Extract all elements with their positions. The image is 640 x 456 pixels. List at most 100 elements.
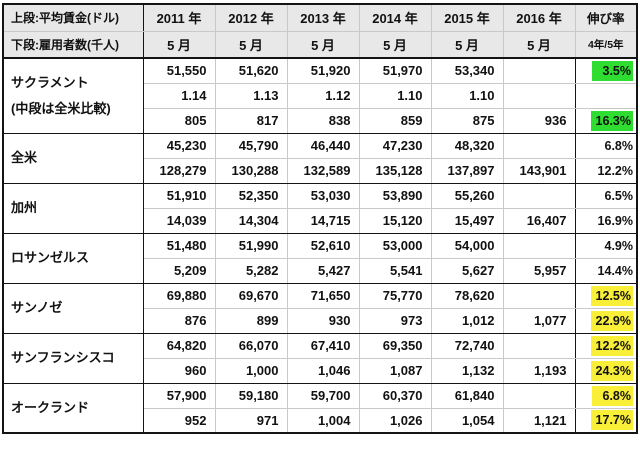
ratio-value-cell: 1.10 (430, 82, 504, 109)
growth-rate-header: 伸び率 (574, 3, 638, 32)
growth-highlight-yellow: 17.7% (590, 410, 633, 431)
growth-highlight-yellow: 6.8% (592, 385, 633, 406)
wage-value-cell: 51,620 (214, 57, 288, 84)
wage-value-cell: 53,000 (358, 232, 432, 259)
growth-value-cell: 14.4% (574, 257, 638, 284)
employment-value-cell: 1,004 (286, 407, 360, 434)
employment-value-cell: 936 (502, 107, 576, 134)
wage-value-cell: 69,350 (358, 332, 432, 359)
wage-value-cell: 45,790 (214, 132, 288, 159)
wage-value-cell: 69,880 (142, 282, 216, 309)
employment-value-cell: 1,077 (502, 307, 576, 334)
growth-value-cell: 6.8% (574, 382, 638, 409)
employment-value-cell: 960 (142, 357, 216, 384)
ratio-value-cell: 1.10 (358, 82, 432, 109)
wage-value-cell (502, 282, 576, 309)
growth-value-cell: 6.8% (574, 132, 638, 159)
wage-value-cell (502, 232, 576, 259)
wage-value-cell: 53,890 (358, 182, 432, 209)
growth-highlight-yellow: 12.2% (590, 335, 633, 356)
wage-value-cell: 47,230 (358, 132, 432, 159)
growth-value-cell: 22.9% (574, 307, 638, 334)
year-header: 2016 年 (502, 3, 576, 32)
employment-value-cell: 15,497 (430, 207, 504, 234)
employment-value-cell: 1,132 (430, 357, 504, 384)
region-label-text: 加州 (11, 200, 38, 215)
wage-value-cell: 51,920 (286, 57, 360, 84)
wage-value-cell: 60,370 (358, 382, 432, 409)
wage-value-cell: 61,840 (430, 382, 504, 409)
growth-plain: 4.9% (604, 238, 634, 253)
wage-value-cell: 48,320 (430, 132, 504, 159)
wage-value-cell (502, 57, 576, 84)
employment-value-cell: 859 (358, 107, 432, 134)
wage-value-cell: 52,610 (286, 232, 360, 259)
employment-value-cell: 971 (214, 407, 288, 434)
year-header: 2014 年 (358, 3, 432, 32)
region-label-oakland: オークランド (2, 382, 144, 434)
growth-value-cell: 6.5% (574, 182, 638, 209)
region-label-us: 全米 (2, 132, 144, 184)
wage-employment-table: 上段:平均賃金(ドル) 2011 年 2012 年 2013 年 2014 年 … (2, 3, 638, 434)
month-header: 5 月 (142, 30, 216, 59)
ratio-value-cell: 1.14 (142, 82, 216, 109)
wage-value-cell (502, 132, 576, 159)
wage-value-cell: 78,620 (430, 282, 504, 309)
employment-value-cell: 1,087 (358, 357, 432, 384)
year-header: 2011 年 (142, 3, 216, 32)
employment-value-cell: 875 (430, 107, 504, 134)
employment-value-cell: 5,209 (142, 257, 216, 284)
employment-value-cell: 1,054 (430, 407, 504, 434)
employment-value-cell: 817 (214, 107, 288, 134)
year-header: 2012 年 (214, 3, 288, 32)
employment-value-cell: 5,627 (430, 257, 504, 284)
wage-value-cell (502, 332, 576, 359)
employment-value-cell: 1,000 (214, 357, 288, 384)
unit-label-wage: 上段:平均賃金(ドル) (2, 3, 144, 32)
month-header: 5 月 (502, 30, 576, 59)
employment-value-cell: 128,279 (142, 157, 216, 184)
employment-value-cell: 930 (286, 307, 360, 334)
growth-highlight-green: 16.3% (590, 110, 633, 131)
employment-value-cell: 1,012 (430, 307, 504, 334)
growth-value-cell: 16.9% (574, 207, 638, 234)
wage-value-cell: 51,910 (142, 182, 216, 209)
growth-highlight-green: 3.5% (592, 60, 633, 81)
employment-value-cell: 130,288 (214, 157, 288, 184)
employment-value-cell: 135,128 (358, 157, 432, 184)
region-label-sanjose: サンノゼ (2, 282, 144, 334)
region-label-text: オークランド (11, 399, 90, 415)
wage-value-cell: 64,820 (142, 332, 216, 359)
growth-value-cell: 12.5% (574, 282, 638, 309)
wage-value-cell: 46,440 (286, 132, 360, 159)
growth-plain: 12.2% (597, 163, 633, 178)
region-label-text: サンノゼ (11, 300, 63, 315)
wage-value-cell: 69,670 (214, 282, 288, 309)
employment-value-cell: 5,427 (286, 257, 360, 284)
employment-value-cell: 899 (214, 307, 288, 334)
employment-value-cell: 1,026 (358, 407, 432, 434)
region-label-sanfrancisco: サンフランシスコ (2, 332, 144, 384)
month-header: 5 月 (214, 30, 288, 59)
wage-value-cell: 55,260 (430, 182, 504, 209)
wage-value-cell: 57,900 (142, 382, 216, 409)
employment-value-cell: 14,304 (214, 207, 288, 234)
region-label-note: (中段は全米比較) (11, 100, 111, 116)
wage-value-cell: 59,180 (214, 382, 288, 409)
wage-value-cell: 67,410 (286, 332, 360, 359)
wage-value-cell: 59,700 (286, 382, 360, 409)
year-header: 2015 年 (430, 3, 504, 32)
employment-value-cell: 1,121 (502, 407, 576, 434)
wage-value-cell: 51,970 (358, 57, 432, 84)
growth-highlight-yellow: 24.3% (590, 360, 633, 381)
employment-value-cell: 876 (142, 307, 216, 334)
wage-value-cell: 51,550 (142, 57, 216, 84)
growth-value-cell: 4.9% (574, 232, 638, 259)
wage-value-cell: 66,070 (214, 332, 288, 359)
growth-plain: 6.5% (604, 188, 634, 203)
region-label-california: 加州 (2, 182, 144, 234)
ratio-value-cell: 1.12 (286, 82, 360, 109)
wage-value-cell: 51,480 (142, 232, 216, 259)
employment-value-cell: 14,039 (142, 207, 216, 234)
growth-plain: 14.4% (597, 263, 633, 278)
